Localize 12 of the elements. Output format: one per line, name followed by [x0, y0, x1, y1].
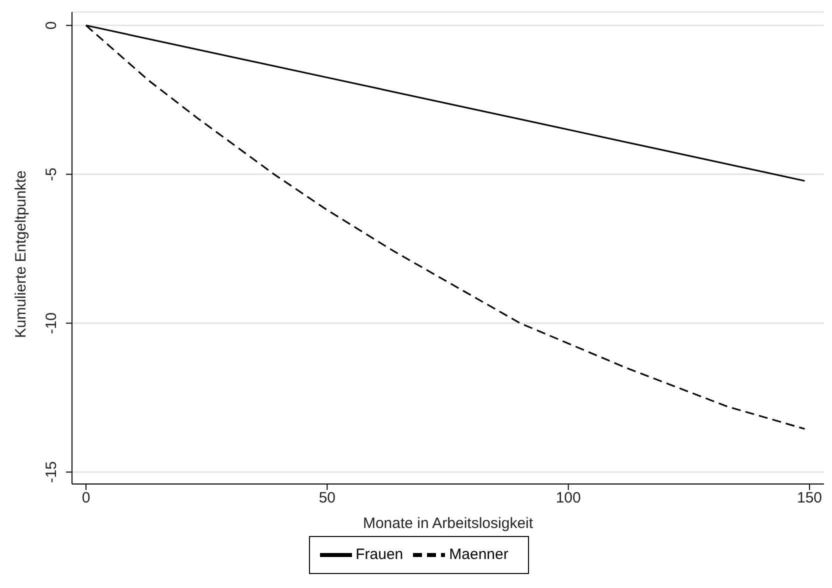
x-tick-label: 50 — [318, 490, 336, 507]
x-tick-label: 0 — [82, 490, 90, 507]
legend-label: Frauen — [356, 546, 404, 563]
x-axis-title: Monate in Arbeitslosigkeit — [362, 515, 534, 532]
y-tick-label: -10 — [43, 312, 60, 334]
y-tick-label: 0 — [43, 21, 60, 30]
legend-label: Maenner — [449, 546, 508, 563]
y-axis-title: Kumulierte Entgeltpunkte — [12, 170, 30, 338]
y-tick-label: -15 — [43, 461, 60, 483]
y-tick-label: -5 — [43, 168, 60, 181]
x-tick-label: 150 — [797, 490, 822, 507]
x-tick-label: 100 — [556, 490, 581, 507]
